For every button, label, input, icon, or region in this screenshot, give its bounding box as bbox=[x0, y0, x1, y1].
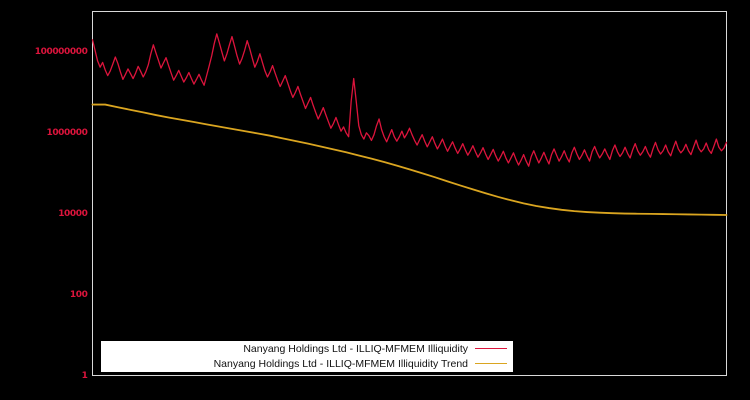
legend-label: Nanyang Holdings Ltd - ILLIQ-MFMEM Illiq… bbox=[243, 342, 468, 355]
y-axis-tick-label: 1000000 bbox=[46, 127, 88, 138]
chart-legend[interactable]: Nanyang Holdings Ltd - ILLIQ-MFMEM Illiq… bbox=[100, 340, 514, 373]
series-layer bbox=[91, 33, 728, 216]
plot-area-frame bbox=[92, 11, 727, 376]
y-axis-tick-label: 1 bbox=[81, 370, 88, 381]
legend-entry: Nanyang Holdings Ltd - ILLIQ-MFMEM Illiq… bbox=[101, 356, 513, 371]
legend-line-swatch bbox=[475, 348, 507, 349]
legend-line-swatch bbox=[475, 363, 507, 364]
y-axis-tick-label: 10000 bbox=[58, 208, 88, 219]
legend-label: Nanyang Holdings Ltd - ILLIQ-MFMEM Illiq… bbox=[213, 357, 468, 370]
legend-entry: Nanyang Holdings Ltd - ILLIQ-MFMEM Illiq… bbox=[101, 341, 513, 356]
y-axis-tick-label: 100000000 bbox=[34, 46, 88, 57]
series-line bbox=[91, 33, 728, 167]
y-axis-tick-label: 100 bbox=[69, 289, 88, 300]
series-line bbox=[91, 103, 728, 216]
